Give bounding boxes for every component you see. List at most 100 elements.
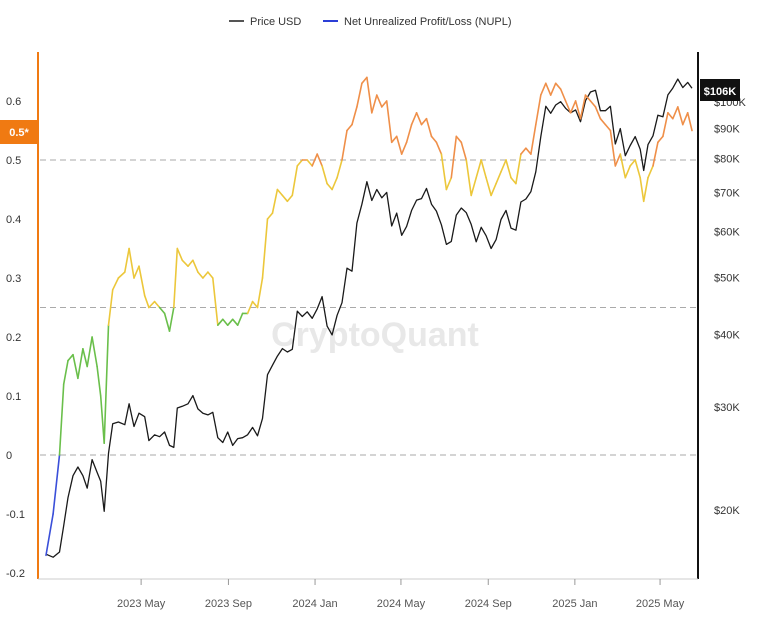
nupl-segment: [326, 182, 333, 191]
nupl-segment: [624, 165, 632, 179]
nupl-segment: [375, 94, 383, 108]
nupl-segment: [217, 318, 224, 327]
nupl-segment: [202, 271, 209, 279]
nupl-segment: [72, 353, 79, 380]
x-tick-label: 2023 Sep: [205, 598, 252, 610]
nupl-series: [45, 76, 693, 557]
nupl-segment: [671, 106, 679, 120]
nupl-segment: [86, 336, 93, 368]
right-tick-label: $20K: [714, 505, 740, 517]
x-axis-ticks: 2023 May 2023 Sep 2024 Jan 2024 May 2024 Sep…: [117, 579, 685, 610]
nupl-segment: [212, 277, 219, 327]
nupl-segment: [82, 347, 88, 368]
nupl-segment: [505, 159, 512, 179]
nupl-segment: [455, 135, 463, 144]
x-tick-label: 2025 Jan: [552, 598, 597, 610]
nupl-segment: [296, 159, 304, 167]
left-tick-label: 0.1: [6, 391, 21, 403]
right-tick-label: $30K: [714, 402, 740, 414]
nupl-segment: [117, 271, 126, 279]
nupl-segment: [158, 306, 166, 315]
nupl-segment: [91, 336, 98, 368]
nupl-segment: [385, 100, 393, 144]
nupl-segment: [346, 123, 353, 132]
price-badge-label: $106K: [704, 86, 736, 98]
nupl-segment: [256, 277, 264, 309]
nupl-segment: [52, 454, 61, 515]
nupl-segment: [197, 271, 204, 279]
nupl-segment: [366, 76, 373, 114]
nupl-segment: [515, 153, 522, 185]
nupl-segment: [62, 359, 69, 386]
nupl-segment: [460, 141, 468, 161]
nupl-segment: [341, 129, 348, 161]
nupl-segment: [589, 100, 597, 108]
nupl-segment: [311, 153, 319, 167]
nupl-segment: [281, 194, 289, 203]
nupl-segment: [356, 82, 363, 108]
nupl-value-badge: 0.5*: [0, 120, 38, 144]
nupl-segment: [143, 294, 150, 309]
nupl-segment: [99, 395, 105, 445]
legend-item-price[interactable]: Price USD: [229, 16, 301, 28]
nupl-segment: [45, 513, 54, 557]
nupl-segment: [246, 300, 254, 315]
nupl-segment: [251, 300, 259, 309]
left-tick-label: 0.6: [6, 96, 21, 108]
right-tick-label: $50K: [714, 273, 740, 285]
nupl-segment: [480, 159, 487, 179]
nupl-segment: [634, 159, 642, 179]
nupl-segment: [662, 112, 669, 138]
nupl-segment: [181, 259, 189, 268]
right-axis-ticks: $100K$90K$80K$70K$60K$50K$40K$30K$20K: [714, 97, 746, 517]
nupl-segment: [629, 159, 637, 167]
legend[interactable]: Price USD Net Unrealized Profit/Loss (NU…: [229, 16, 512, 28]
nupl-segment: [574, 100, 582, 120]
nupl-segment: [667, 112, 674, 120]
x-tick-label: 2024 May: [377, 598, 426, 610]
nupl-segment: [222, 318, 229, 327]
nupl-segment: [539, 82, 547, 96]
nupl-segment: [676, 106, 684, 126]
nupl-segment: [500, 159, 507, 173]
nupl-segment: [173, 247, 179, 309]
nupl-segment: [96, 365, 102, 397]
nupl-segment: [321, 165, 328, 185]
nupl-segment: [207, 271, 214, 279]
price-value-badge: $106K: [700, 79, 740, 101]
nupl-segment: [614, 153, 622, 167]
nupl-segment: [261, 218, 269, 279]
nupl-segment: [128, 247, 135, 279]
price-series: [45, 78, 693, 558]
legend-item-nupl[interactable]: Net Unrealized Profit/Loss (NUPL): [323, 16, 512, 28]
nupl-segment: [58, 383, 65, 456]
nupl-badge-label: 0.5*: [9, 127, 29, 139]
nupl-segment: [647, 165, 654, 179]
x-tick-label: 2025 May: [636, 598, 685, 610]
nupl-segment: [138, 265, 146, 297]
nupl-segment: [271, 188, 279, 214]
nupl-segment: [77, 347, 84, 380]
right-tick-label: $70K: [714, 187, 740, 199]
nupl-segment: [584, 94, 592, 102]
nupl-segment: [153, 300, 161, 309]
right-tick-label: $40K: [714, 329, 740, 341]
nupl-segment: [599, 117, 607, 126]
nupl-segment: [103, 324, 110, 445]
nupl-segment: [67, 353, 74, 362]
nupl-segment: [520, 147, 527, 155]
nupl-segment: [291, 165, 299, 197]
price-line: [45, 78, 693, 558]
left-tick-label: 0: [6, 450, 12, 462]
nupl-segment: [445, 176, 453, 191]
x-tick-label: 2024 Jan: [292, 598, 337, 610]
nupl-segment: [405, 123, 413, 144]
nupl-segment: [569, 100, 577, 114]
nupl-segment: [564, 100, 572, 114]
nupl-segment: [554, 82, 562, 90]
nupl-segment: [657, 135, 664, 144]
nupl-segment: [316, 153, 323, 167]
left-tick-label: 0.2: [6, 332, 21, 344]
nupl-segment: [559, 88, 567, 102]
